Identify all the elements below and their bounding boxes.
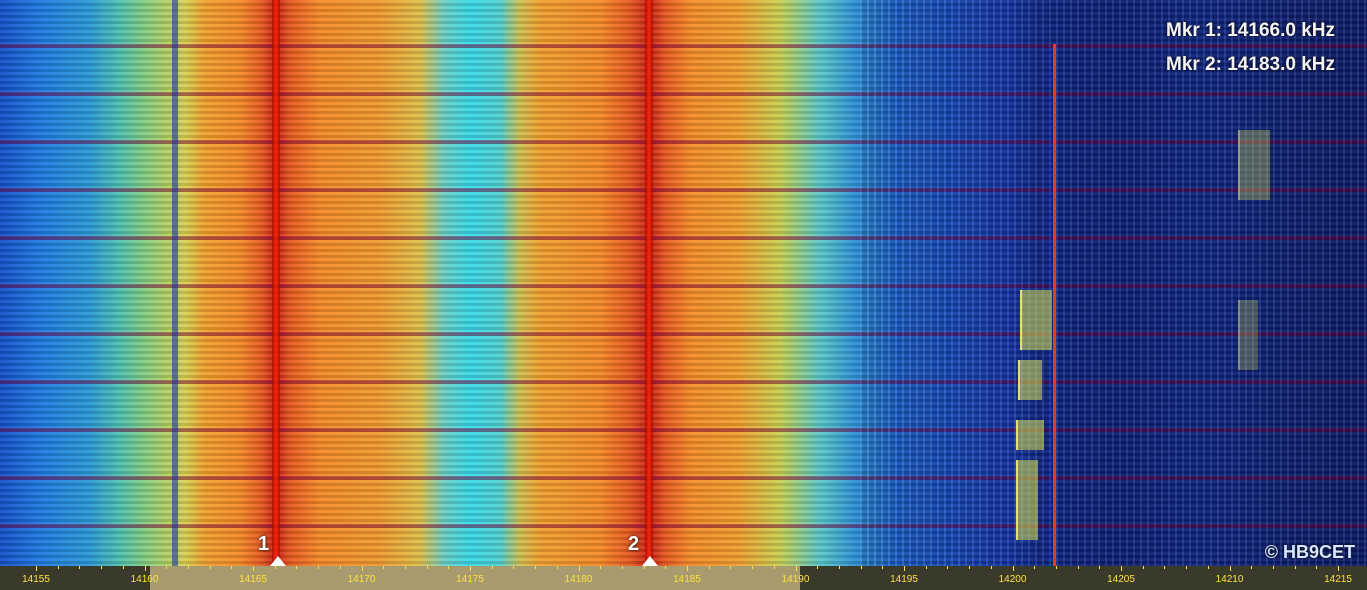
axis-minor-tick <box>491 566 493 569</box>
axis-tick-label: 14160 <box>130 574 159 585</box>
axis-minor-tick <box>404 566 406 569</box>
axis-tick <box>144 566 146 571</box>
weak-carrier-trace <box>172 0 178 566</box>
axis-tick-label: 14195 <box>890 574 918 585</box>
axis-minor-tick <box>513 566 515 569</box>
axis-minor-tick <box>969 566 971 569</box>
carrier-trace-1 <box>272 0 280 566</box>
axis-tick <box>253 566 254 571</box>
axis-minor-tick <box>882 566 884 569</box>
axis-minor-tick <box>426 566 428 569</box>
axis-tick-label: 14165 <box>239 574 267 585</box>
axis-minor-tick <box>947 566 949 569</box>
marker-1-label: 1 <box>258 533 270 555</box>
axis-minor-tick <box>1034 566 1036 569</box>
axis-tick-label: 14215 <box>1324 574 1352 585</box>
axis-minor-tick <box>838 566 840 569</box>
marker-1-handle[interactable] <box>270 556 286 566</box>
axis-minor-tick <box>1272 566 1274 569</box>
axis-minor-tick <box>1294 566 1296 569</box>
axis-tick-label: 14180 <box>564 574 593 585</box>
axis-minor-tick <box>209 566 211 569</box>
axis-tick <box>904 566 905 571</box>
passband-highlight <box>150 566 800 590</box>
axis-minor-tick <box>730 566 732 569</box>
axis-minor-tick <box>296 566 298 569</box>
axis-minor-tick <box>122 566 124 569</box>
axis-minor-tick <box>860 566 862 569</box>
axis-minor-tick <box>773 566 775 569</box>
axis-tick-label: 14185 <box>673 574 701 585</box>
axis-tick-label: 14210 <box>1215 574 1244 585</box>
axis-minor-tick <box>600 566 602 569</box>
axis-tick-label: 14205 <box>1107 574 1135 585</box>
axis-minor-tick <box>1077 566 1079 569</box>
axis-minor-tick <box>383 566 385 569</box>
marker-2-label: 2 <box>628 533 640 555</box>
axis-tick <box>1229 566 1231 571</box>
axis-minor-tick <box>621 566 623 569</box>
axis-minor-tick <box>1186 566 1188 569</box>
frequency-axis[interactable]: 14155 14160 14165 14170 14175 14180 14185 14190… <box>0 566 1367 590</box>
marker-1-readout: Mkr 1: 14166.0 kHz <box>1166 20 1335 41</box>
axis-tick <box>361 566 363 571</box>
axis-tick <box>795 566 797 571</box>
narrow-signal-trace <box>1053 44 1056 566</box>
axis-minor-tick <box>1251 566 1253 569</box>
axis-minor-tick <box>339 566 341 569</box>
axis-minor-tick <box>1055 566 1057 569</box>
axis-tick <box>1012 566 1014 571</box>
copyright-watermark: © HB9CET <box>1264 542 1355 562</box>
axis-minor-tick <box>556 566 558 569</box>
marker-2-handle[interactable] <box>642 556 658 566</box>
axis-minor-tick <box>925 566 927 569</box>
axis-tick-label: 14155 <box>22 574 50 585</box>
waterfall-scanlines <box>0 0 1367 566</box>
axis-minor-tick <box>187 566 189 569</box>
axis-minor-tick <box>166 566 168 569</box>
axis-minor-tick <box>231 566 233 569</box>
axis-minor-tick <box>1207 566 1209 569</box>
spectrum-waterfall[interactable]: Mkr 1: 14166.0 kHz Mkr 2: 14183.0 kHz © … <box>0 0 1367 566</box>
axis-tick <box>470 566 471 571</box>
axis-minor-tick <box>1142 566 1144 569</box>
axis-minor-tick <box>57 566 59 569</box>
axis-minor-tick <box>1164 566 1166 569</box>
axis-minor-tick <box>752 566 754 569</box>
axis-tick <box>578 566 580 571</box>
axis-minor-tick <box>448 566 450 569</box>
burst-signal <box>1018 360 1042 400</box>
burst-signal <box>1016 420 1044 450</box>
axis-minor-tick <box>990 566 992 569</box>
waterfall-fade-bands <box>0 0 1367 566</box>
axis-minor-tick <box>1316 566 1318 569</box>
axis-tick <box>1338 566 1339 571</box>
carrier-trace-2 <box>645 0 653 566</box>
axis-minor-tick <box>79 566 81 569</box>
axis-minor-tick <box>1099 566 1101 569</box>
axis-tick <box>1121 566 1122 571</box>
waterfall-noise-region <box>860 0 1367 566</box>
axis-minor-tick <box>274 566 276 569</box>
axis-tick <box>36 566 37 571</box>
burst-signal <box>1238 130 1270 200</box>
axis-minor-tick <box>318 566 320 569</box>
axis-minor-tick <box>708 566 710 569</box>
burst-signal <box>1020 290 1052 350</box>
axis-minor-tick <box>101 566 103 569</box>
burst-signal <box>1238 300 1258 370</box>
burst-signal <box>1016 460 1038 540</box>
axis-minor-tick <box>817 566 819 569</box>
axis-tick-label: 14190 <box>781 574 810 585</box>
axis-tick-label: 14170 <box>347 574 376 585</box>
axis-minor-tick <box>643 566 645 569</box>
axis-minor-tick <box>535 566 537 569</box>
axis-tick-label: 14200 <box>998 574 1027 585</box>
axis-tick <box>687 566 688 571</box>
axis-tick-label: 14175 <box>456 574 484 585</box>
marker-2-readout: Mkr 2: 14183.0 kHz <box>1166 54 1335 75</box>
axis-minor-tick <box>665 566 667 569</box>
